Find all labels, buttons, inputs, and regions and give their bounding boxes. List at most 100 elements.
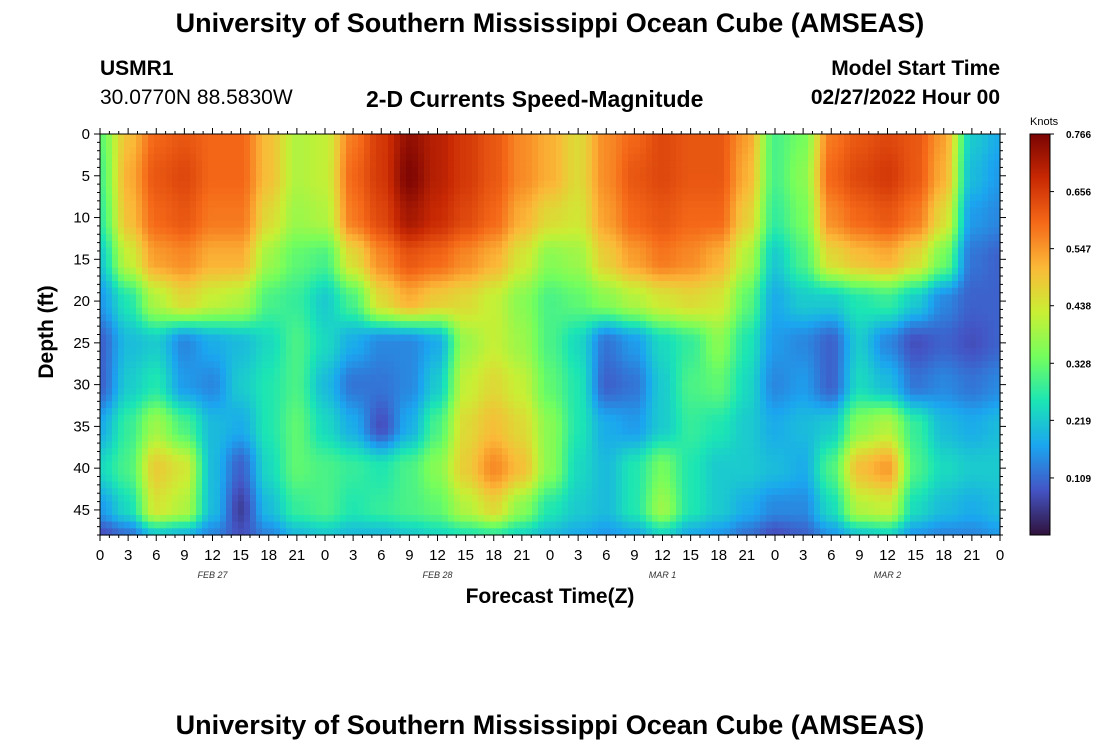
heatmap-cell [166,180,173,189]
heatmap-cell [124,227,131,235]
heatmap-cell [922,274,929,282]
heatmap-cell [370,200,377,209]
heatmap-cell [964,294,971,302]
heatmap-cell [532,174,539,182]
heatmap-cell [388,174,395,182]
heatmap-cell [586,200,593,209]
heatmap-cell [136,321,143,329]
heatmap-cell [814,327,821,336]
heatmap-cell [916,281,923,289]
heatmap-cell [958,267,965,275]
heatmap-cell [862,247,869,255]
heatmap-cell [910,200,917,209]
heatmap-cell [862,341,869,349]
heatmap-cell [454,174,461,182]
heatmap-cell [766,267,773,275]
heatmap-cell [166,200,173,209]
heatmap-cell [478,267,485,275]
heatmap-cell [106,240,113,249]
heatmap-cell [646,240,653,249]
heatmap-cell [820,154,827,162]
heatmap-cell [112,194,119,202]
heatmap-cell [370,187,377,195]
heatmap-cell [736,140,743,148]
heatmap-cell [874,307,881,316]
heatmap-cell [250,341,257,349]
heatmap-cell [364,214,371,222]
heatmap-cell [664,247,671,255]
heatmap-cell [484,314,491,322]
heatmap-cell [346,180,353,189]
heatmap-cell [118,247,125,255]
heatmap-cell [364,334,371,342]
heatmap-cell [352,154,359,162]
heatmap-cell [322,260,329,269]
heatmap-cell [826,247,833,255]
heatmap-cell [826,134,833,142]
heatmap-cell [814,260,821,269]
heatmap-cell [988,334,995,342]
heatmap-cell [814,140,821,148]
heatmap-cell [886,321,893,329]
heatmap-cell [454,274,461,282]
heatmap-cell [316,301,323,309]
heatmap-cell [688,180,695,189]
heatmap-cell [268,301,275,309]
heatmap-cell [148,147,155,155]
heatmap-cell [358,220,365,229]
heatmap-cell [874,180,881,189]
heatmap-cell [832,194,839,202]
heatmap-cell [526,234,533,242]
heatmap-cell [826,281,833,289]
heatmap-cell [712,140,719,148]
heatmap-cell [868,154,875,162]
heatmap-cell [382,187,389,195]
heatmap-cell [832,220,839,229]
heatmap-cell [334,247,341,255]
heatmap-cell [868,147,875,155]
heatmap-cell [520,307,527,316]
heatmap-cell [700,341,707,349]
heatmap-cell [790,234,797,242]
heatmap-cell [856,267,863,275]
heatmap-cell [760,341,767,349]
heatmap-cell [352,220,359,229]
heatmap-cell [532,154,539,162]
heatmap-cell [178,247,185,255]
heatmap-cell [742,247,749,255]
heatmap-cell [280,254,287,262]
heatmap-cell [850,227,857,235]
heatmap-cell [670,301,677,309]
heatmap-cell [910,287,917,295]
heatmap-cell [268,147,275,155]
heatmap-cell [352,247,359,255]
heatmap-cell [598,134,605,142]
heatmap-cell [550,214,557,222]
heatmap-cell [580,260,587,269]
heatmap-cell [622,294,629,302]
heatmap-cell [904,140,911,148]
heatmap-cell [916,260,923,269]
heatmap-cell [496,334,503,342]
heatmap-cell [448,134,455,142]
heatmap-cell [628,200,635,209]
heatmap-cell [730,134,737,142]
heatmap-cell [376,214,383,222]
heatmap-cell [436,180,443,189]
heatmap-cell [298,167,305,175]
heatmap-cell [796,140,803,148]
heatmap-cell [514,260,521,269]
heatmap-cell [196,134,203,142]
heatmap-cell [184,167,191,175]
heatmap-cell [676,180,683,189]
heatmap-cell [382,247,389,255]
heatmap-cell [418,167,425,175]
heatmap-cell [640,200,647,209]
heatmap-cell [922,234,929,242]
heatmap-cell [478,281,485,289]
heatmap-cell [670,341,677,349]
heatmap-cell [532,147,539,155]
heatmap-cell [784,167,791,175]
heatmap-cell [358,140,365,148]
heatmap-cell [988,260,995,269]
